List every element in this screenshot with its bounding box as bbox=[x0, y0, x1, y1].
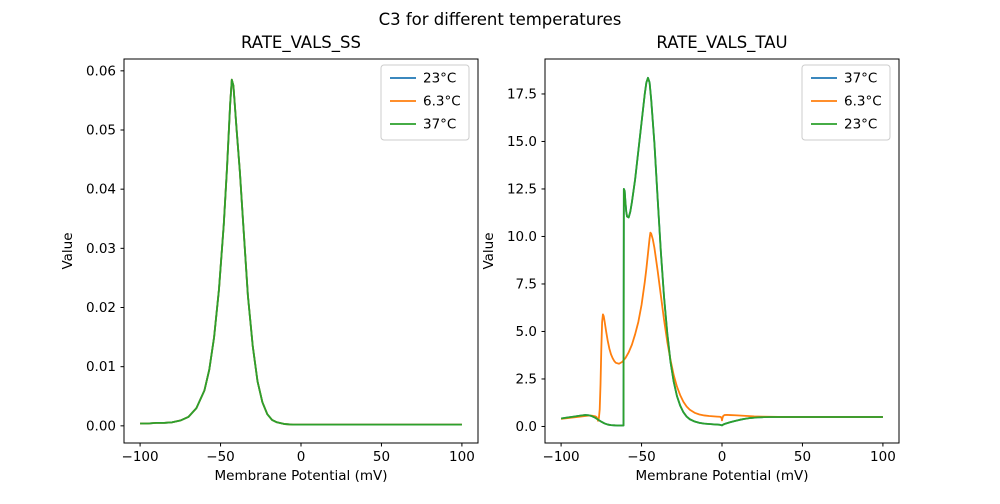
legend-label: 23°C bbox=[844, 117, 877, 133]
y-tick-label: 10.0 bbox=[507, 229, 537, 245]
y-tick-label: 0.0 bbox=[516, 419, 537, 435]
y-tick-label: 7.5 bbox=[516, 276, 537, 292]
legend-label: 6.3°C bbox=[844, 94, 882, 110]
y-tick-label: 0.02 bbox=[86, 300, 116, 316]
x-tick-label: 0 bbox=[718, 449, 727, 465]
y-tick-label: 12.5 bbox=[507, 181, 537, 197]
y-tick-label: 5.0 bbox=[516, 324, 537, 340]
y-tick-label: 0.06 bbox=[86, 63, 116, 79]
subplot-title: RATE_VALS_SS bbox=[241, 33, 361, 53]
y-tick-label: 0.04 bbox=[86, 182, 116, 198]
y-tick-label: 0.00 bbox=[86, 418, 116, 434]
x-tick-label: 100 bbox=[449, 449, 475, 465]
x-tick-label: −100 bbox=[543, 449, 580, 465]
legend-label: 37°C bbox=[423, 117, 456, 133]
subplot-title: RATE_VALS_TAU bbox=[656, 33, 787, 53]
legend-label: 23°C bbox=[423, 71, 456, 87]
y-tick-label: 17.5 bbox=[507, 86, 537, 102]
subplot-RATE_VALS_SS: −100 −50 0 50 100 0.00 0.01 0.02 0.03 0.04 0.05 0.0… bbox=[60, 33, 479, 484]
y-tick-label: 0.01 bbox=[86, 359, 116, 375]
y-tick-label: 0.05 bbox=[86, 123, 116, 139]
legend-frame bbox=[380, 64, 470, 141]
subplot-RATE_VALS_TAU: −100 −50 0 50 100 0.0 2.5 5.0 7.5 10.0 12.5 15.0 17.… bbox=[481, 33, 900, 484]
x-tick-label: −50 bbox=[627, 449, 656, 465]
y-tick-label: 2.5 bbox=[516, 371, 537, 387]
axes-spines bbox=[544, 58, 900, 444]
legend-label: 6.3°C bbox=[423, 94, 461, 110]
x-axis-label: Membrane Potential (mV) bbox=[635, 468, 808, 484]
legend-frame bbox=[801, 64, 891, 141]
legend: 23°C 6.3°C 37°C bbox=[380, 64, 470, 141]
legend-label: 37°C bbox=[844, 71, 877, 87]
legend: 37°C 6.3°C 23°C bbox=[801, 64, 891, 141]
x-tick-label: −50 bbox=[206, 449, 235, 465]
axes-spines bbox=[123, 58, 479, 444]
series-line-6.3C bbox=[560, 231, 883, 422]
y-tick-label: 15.0 bbox=[507, 134, 537, 150]
x-axis-label: Membrane Potential (mV) bbox=[214, 468, 387, 484]
series-group bbox=[140, 78, 462, 426]
y-axis-label: Value bbox=[60, 232, 76, 269]
series-line-37C bbox=[140, 78, 462, 426]
y-axis-label: Value bbox=[481, 232, 497, 269]
x-tick-label: 0 bbox=[297, 449, 306, 465]
x-tick-label: 50 bbox=[794, 449, 811, 465]
y-tick-label: 0.03 bbox=[86, 241, 116, 257]
figure-title: C3 for different temperatures bbox=[379, 10, 622, 29]
x-tick-label: 50 bbox=[373, 449, 390, 465]
series-line-23C bbox=[560, 76, 883, 427]
series-group bbox=[560, 76, 883, 427]
x-tick-label: 100 bbox=[870, 449, 896, 465]
x-tick-label: −100 bbox=[122, 449, 159, 465]
